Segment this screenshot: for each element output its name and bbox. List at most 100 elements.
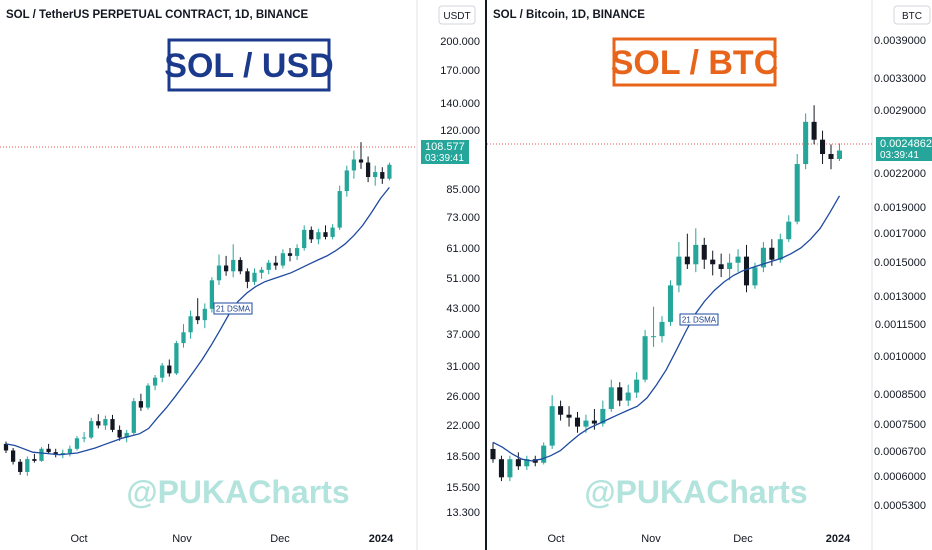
candle-body bbox=[252, 272, 257, 282]
y-tick-label: 0.0013000 bbox=[874, 291, 926, 303]
moving-average-line bbox=[5, 186, 390, 456]
y-tick-label: 0.0005300 bbox=[874, 500, 926, 512]
candle-body bbox=[541, 445, 547, 463]
x-tick-label: Nov bbox=[641, 533, 661, 545]
candle-body bbox=[53, 452, 58, 455]
candle-body bbox=[549, 406, 555, 446]
candle-body bbox=[365, 162, 371, 178]
y-tick-label: 0.0011500 bbox=[875, 319, 926, 331]
candle-body bbox=[152, 377, 158, 386]
candle-body bbox=[10, 450, 16, 462]
candle-body bbox=[735, 256, 741, 263]
candle-body bbox=[515, 459, 521, 467]
ma-label-box bbox=[679, 313, 719, 326]
candle-body bbox=[701, 244, 707, 260]
candle-body bbox=[160, 365, 165, 378]
countdown-value: 03:39:41 bbox=[425, 153, 464, 164]
candle-body bbox=[591, 420, 597, 424]
candle-body bbox=[238, 259, 243, 272]
candle-body bbox=[39, 448, 44, 461]
ma-label-box bbox=[213, 302, 253, 315]
candle-body bbox=[490, 448, 496, 460]
candle-body bbox=[3, 443, 9, 451]
y-tick-label: 140.000 bbox=[440, 98, 480, 110]
candle-body bbox=[820, 139, 826, 155]
candle-body bbox=[103, 419, 108, 426]
y-tick-label: 0.0010000 bbox=[874, 351, 926, 363]
candle-body bbox=[216, 265, 222, 281]
y-tick-label: 0.0019000 bbox=[874, 202, 926, 214]
moving-average-line bbox=[492, 195, 841, 462]
candle-body bbox=[498, 459, 504, 478]
candle-body bbox=[524, 459, 530, 467]
unit-label: BTC bbox=[902, 11, 922, 22]
candle-body bbox=[693, 244, 699, 265]
y-tick-label: 13.300 bbox=[446, 507, 480, 519]
unit-label: USDT bbox=[443, 11, 470, 22]
candle-body bbox=[828, 154, 834, 159]
candle-body bbox=[786, 221, 792, 240]
candle-body bbox=[794, 164, 800, 222]
candle-body bbox=[634, 379, 640, 393]
unit-label-box bbox=[438, 5, 476, 25]
candle-body bbox=[266, 262, 271, 270]
candle-body bbox=[373, 172, 378, 178]
candle-body bbox=[209, 280, 215, 309]
candle-body bbox=[718, 264, 724, 269]
watermark: @PUKACharts bbox=[584, 474, 807, 510]
countdown-value: 03:39:41 bbox=[880, 150, 919, 161]
y-tick-label: 170.000 bbox=[440, 65, 480, 77]
candle-body bbox=[617, 387, 623, 401]
pair-label-box bbox=[167, 38, 331, 92]
left-chart-pane: SOL / TetherUS PERPETUAL CONTRACT, 1D, B… bbox=[0, 0, 480, 550]
candle-body bbox=[231, 259, 236, 272]
y-tick-label: 26.000 bbox=[446, 391, 480, 403]
y-tick-label: 73.000 bbox=[446, 212, 480, 224]
candle-body bbox=[202, 308, 207, 321]
candle-body bbox=[188, 316, 193, 333]
candle-body bbox=[302, 229, 307, 249]
ma-label: 21 DSMA bbox=[216, 305, 251, 314]
x-tick-label: Nov bbox=[172, 533, 192, 545]
candle-body bbox=[676, 256, 682, 286]
candle-body bbox=[574, 417, 581, 427]
candle-body bbox=[117, 429, 122, 438]
candle-body bbox=[337, 191, 342, 228]
candle-body bbox=[46, 448, 51, 453]
candle-body bbox=[195, 316, 200, 321]
candle-body bbox=[600, 408, 606, 424]
x-tick-label: Dec bbox=[270, 533, 290, 545]
pair-label: SOL / BTC bbox=[611, 44, 779, 82]
pair-label-box bbox=[612, 37, 777, 87]
y-tick-label: 22.000 bbox=[446, 420, 480, 432]
y-tick-label: 0.0006700 bbox=[874, 446, 926, 458]
candle-body bbox=[110, 419, 115, 430]
y-tick-label: 0.0039000 bbox=[874, 35, 926, 47]
y-tick-label: 0.0022000 bbox=[874, 168, 926, 180]
y-tick-label: 31.000 bbox=[446, 361, 480, 373]
candle-body bbox=[752, 267, 758, 286]
candle-body bbox=[558, 406, 564, 415]
candle-body bbox=[89, 421, 94, 438]
chart-title: SOL / Bitcoin, 1D, BINANCE bbox=[493, 9, 645, 21]
y-tick-label: 51.000 bbox=[446, 273, 480, 285]
candle-body bbox=[18, 461, 23, 472]
candle-body bbox=[769, 247, 775, 260]
candle-body bbox=[642, 336, 648, 380]
candle-body bbox=[145, 385, 151, 408]
candle-body bbox=[836, 150, 842, 159]
candle-body bbox=[330, 227, 335, 237]
unit-label-box bbox=[893, 5, 931, 25]
candle-body bbox=[174, 343, 179, 374]
candle-body bbox=[181, 332, 186, 344]
y-tick-label: 15.500 bbox=[446, 482, 480, 494]
candle-body bbox=[316, 232, 321, 240]
candle-body bbox=[625, 392, 631, 401]
candle-body bbox=[651, 336, 657, 338]
last-price-tag bbox=[876, 137, 932, 161]
y-tick-label: 0.0015000 bbox=[874, 257, 926, 269]
candle-body bbox=[380, 172, 385, 179]
y-tick-label: 18.500 bbox=[446, 451, 480, 463]
y-tick-label: 37.000 bbox=[446, 329, 480, 341]
